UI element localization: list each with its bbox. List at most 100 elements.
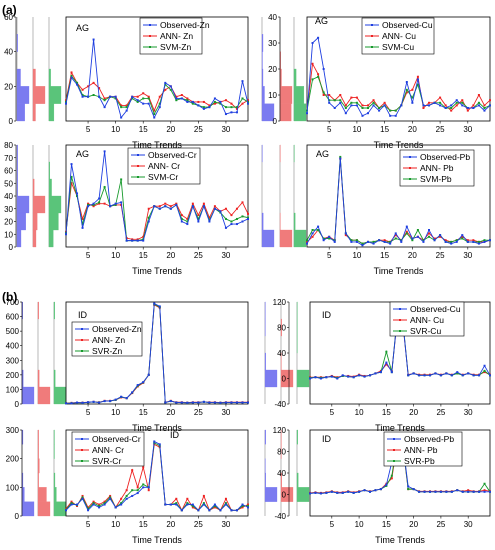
series-point bbox=[389, 240, 392, 243]
series-point bbox=[136, 239, 139, 242]
legend-marker bbox=[149, 35, 151, 37]
station-tag: AG bbox=[316, 149, 329, 159]
series-point bbox=[98, 202, 101, 205]
series-point bbox=[114, 95, 117, 98]
series-point bbox=[235, 401, 238, 404]
series-point bbox=[219, 509, 222, 512]
series-point bbox=[87, 506, 90, 509]
series-point bbox=[477, 101, 480, 104]
series-point bbox=[120, 503, 123, 506]
series-point bbox=[81, 496, 84, 499]
series-point bbox=[202, 502, 205, 505]
series-point bbox=[367, 112, 369, 115]
histogram-bar bbox=[264, 369, 278, 388]
x-tick-label: 15 bbox=[139, 125, 148, 134]
series-line-1 bbox=[65, 151, 249, 242]
series-point bbox=[125, 489, 128, 492]
series-point bbox=[125, 104, 128, 107]
y-tick-label: 200 bbox=[6, 455, 20, 464]
series-point bbox=[422, 107, 425, 109]
x-axis-label: Time Trends bbox=[375, 535, 425, 545]
series-point bbox=[394, 237, 397, 240]
series-point bbox=[164, 81, 167, 84]
series-point bbox=[213, 205, 216, 208]
series-point bbox=[241, 201, 244, 204]
legend-label: ANN- Cr bbox=[92, 445, 124, 455]
series-point bbox=[208, 401, 211, 404]
series-point bbox=[328, 94, 331, 96]
legend-marker bbox=[393, 460, 395, 462]
series-point bbox=[125, 239, 128, 242]
legend-marker bbox=[149, 24, 151, 26]
station-tag: AG bbox=[76, 149, 89, 159]
series-point bbox=[247, 212, 249, 215]
series-point bbox=[191, 100, 194, 103]
series-point bbox=[92, 500, 95, 503]
series-point bbox=[186, 497, 189, 500]
series-point bbox=[328, 235, 331, 238]
legend-label: ANN- Cu bbox=[382, 31, 416, 41]
histogram-bar bbox=[21, 386, 35, 405]
legend-marker bbox=[137, 154, 139, 156]
series-point bbox=[428, 235, 430, 238]
x-tick-label: 25 bbox=[436, 520, 445, 529]
series-point bbox=[350, 239, 353, 242]
series-point bbox=[70, 175, 73, 178]
series-point bbox=[169, 88, 172, 91]
series-point bbox=[109, 494, 112, 497]
series-point bbox=[136, 100, 139, 103]
legend-label: SVR-Cu bbox=[410, 326, 441, 336]
y-tick-label: 70 bbox=[4, 154, 13, 163]
series-point bbox=[70, 163, 73, 166]
series-point bbox=[202, 503, 205, 506]
series-point bbox=[405, 91, 408, 94]
x-tick-label: 10 bbox=[352, 251, 361, 260]
x-tick-label: 15 bbox=[382, 520, 391, 529]
x-tick-label: 25 bbox=[194, 251, 203, 260]
legend-label: Observed-Zn bbox=[92, 324, 142, 334]
histogram-bar bbox=[37, 472, 39, 488]
series-point bbox=[489, 239, 491, 242]
series-point bbox=[355, 239, 358, 242]
series-point bbox=[147, 216, 150, 219]
legend-marker bbox=[409, 167, 411, 169]
histogram-bar bbox=[280, 318, 282, 337]
histogram-bar bbox=[293, 103, 307, 122]
series-point bbox=[433, 237, 436, 240]
x-tick-label: 30 bbox=[221, 520, 230, 529]
series-point bbox=[153, 440, 156, 443]
series-point bbox=[241, 97, 244, 100]
series-point bbox=[322, 94, 325, 96]
series-point bbox=[65, 102, 67, 105]
series-point bbox=[347, 490, 350, 493]
series-point bbox=[322, 239, 325, 242]
series-line-1 bbox=[66, 302, 248, 404]
y-tick-label: 200 bbox=[6, 371, 20, 380]
series-point bbox=[241, 80, 244, 83]
series-point bbox=[411, 96, 414, 99]
series-point bbox=[461, 104, 464, 107]
series-point bbox=[247, 99, 249, 102]
series-point bbox=[483, 240, 486, 243]
series-point bbox=[489, 490, 491, 493]
series-point bbox=[309, 492, 311, 495]
series-point bbox=[92, 81, 95, 84]
y-tick-label: 120 bbox=[273, 298, 287, 307]
series-point bbox=[450, 104, 453, 107]
legend-marker bbox=[371, 24, 373, 26]
series-point bbox=[361, 104, 364, 107]
legend-label: ANN- Cu bbox=[410, 315, 444, 325]
series-point bbox=[328, 237, 331, 240]
series-point bbox=[114, 203, 117, 206]
series-point bbox=[175, 97, 178, 100]
series-point bbox=[374, 489, 377, 492]
series-point bbox=[325, 491, 328, 494]
series-point bbox=[350, 104, 353, 107]
histogram-bar bbox=[53, 386, 67, 405]
series-point bbox=[355, 240, 358, 243]
x-tick-label: 20 bbox=[166, 408, 175, 417]
series-point bbox=[461, 237, 464, 240]
series-point bbox=[477, 240, 480, 243]
series-point bbox=[136, 492, 139, 495]
series-point bbox=[444, 240, 447, 243]
